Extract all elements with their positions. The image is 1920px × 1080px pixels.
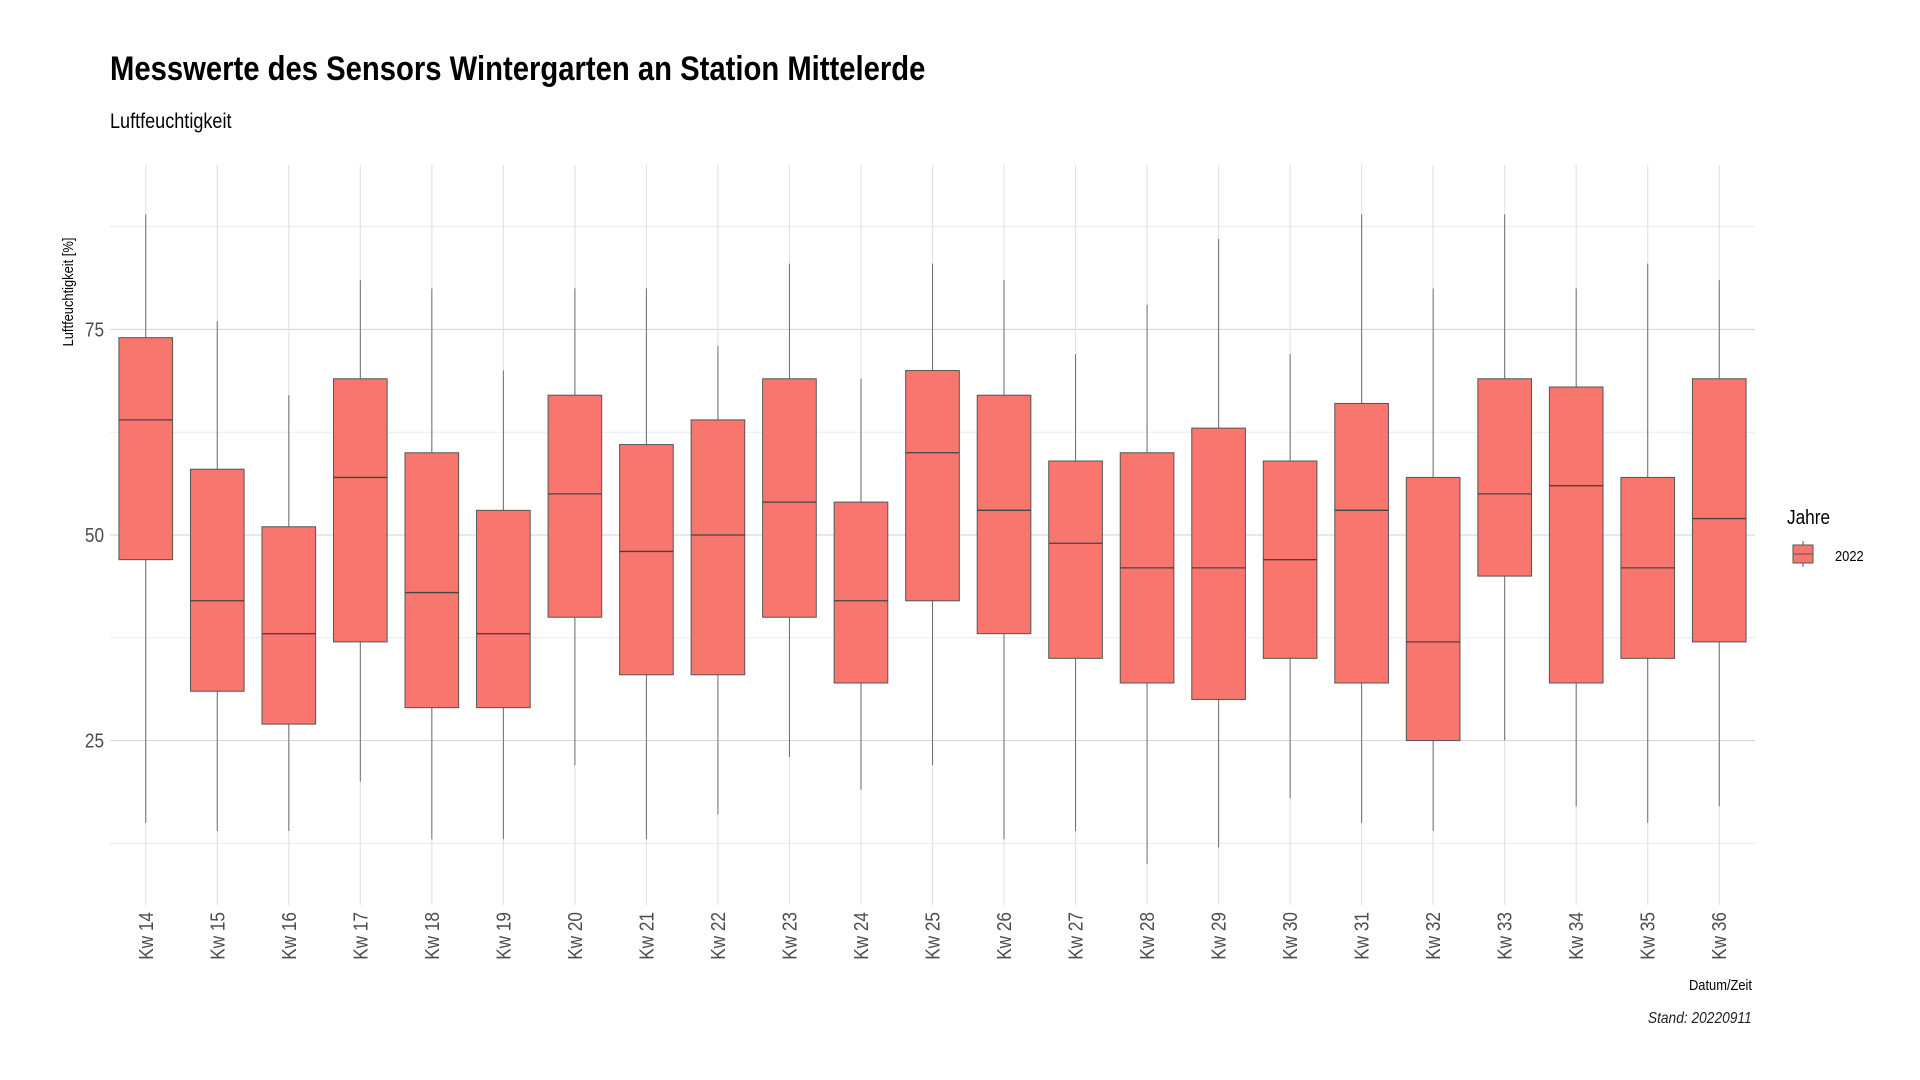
- box-kw-30: [1262, 354, 1318, 799]
- x-tick-label: Kw 20: [564, 912, 587, 960]
- x-tick-label: Kw 36: [1708, 912, 1731, 960]
- box-body: [118, 337, 174, 561]
- box-body: [905, 370, 960, 602]
- box-kw-18: [404, 288, 460, 840]
- x-tick-label: Kw 22: [707, 912, 730, 960]
- y-axis-title: Luftfeuchtigkeit [%]: [59, 238, 76, 347]
- box-kw-35: [1620, 263, 1676, 823]
- box-body: [1334, 402, 1389, 684]
- box-kw-23: [762, 263, 817, 757]
- box-body: [333, 378, 388, 643]
- box-kw-22: [690, 345, 746, 815]
- box-body: [1477, 378, 1532, 577]
- box-kw-20: [547, 288, 603, 766]
- legend: Jahre 2022: [1787, 506, 1864, 567]
- legend-title: Jahre: [1787, 506, 1830, 529]
- box-kw-34: [1548, 288, 1604, 807]
- x-tick-label: Kw 26: [993, 912, 1016, 960]
- x-tick-label: Kw 34: [1565, 912, 1588, 960]
- box-kw-19: [476, 370, 531, 840]
- box-body: [261, 526, 317, 725]
- x-tick-label: Kw 23: [778, 912, 801, 960]
- box-body: [547, 394, 603, 618]
- y-tick-label: 75: [85, 318, 104, 341]
- legend-label-2022: 2022: [1835, 547, 1864, 564]
- box-kw-26: [976, 280, 1032, 840]
- box-body: [1048, 460, 1103, 659]
- box-body: [833, 501, 889, 684]
- box-kw-25: [905, 263, 960, 766]
- x-tick-label: Kw 15: [206, 912, 229, 960]
- box-body: [476, 509, 531, 709]
- box-body: [976, 394, 1032, 635]
- x-tick-label: Kw 18: [421, 912, 444, 960]
- box-body: [619, 444, 674, 676]
- box-body: [189, 468, 245, 692]
- x-tick-label: Kw 32: [1422, 912, 1445, 960]
- box-kw-33: [1477, 214, 1532, 741]
- x-tick-label: Kw 28: [1136, 912, 1159, 960]
- box-body: [1191, 427, 1246, 700]
- y-tick-label: 50: [85, 524, 104, 547]
- x-tick-label: Kw 27: [1064, 912, 1087, 960]
- x-tick-label: Kw 29: [1207, 912, 1230, 960]
- x-tick-label: Kw 31: [1350, 912, 1373, 960]
- box-kw-16: [261, 395, 317, 831]
- box-kw-28: [1119, 304, 1175, 864]
- x-tick-label: Kw 25: [921, 912, 944, 960]
- x-tick-label: Kw 21: [635, 912, 658, 960]
- box-kw-15: [189, 321, 245, 831]
- boxplot-series-2022: [118, 214, 1747, 864]
- x-axis-title: Datum/Zeit: [1689, 976, 1752, 993]
- box-kw-14: [118, 214, 174, 823]
- x-tick-label: Kw 19: [492, 912, 515, 960]
- box-kw-24: [833, 378, 889, 790]
- x-tick-label: Kw 35: [1636, 912, 1659, 960]
- box-body: [1548, 386, 1604, 684]
- box-kw-17: [333, 280, 388, 782]
- box-body: [404, 452, 460, 709]
- box-body: [1691, 378, 1747, 643]
- chart-caption: Stand: 20220911: [1648, 1010, 1752, 1027]
- x-tick-label: Kw 17: [349, 912, 372, 960]
- x-tick-label: Kw 33: [1493, 912, 1516, 960]
- box-kw-32: [1405, 288, 1461, 831]
- x-axis: Kw 14 Kw 15 Kw 16 Kw 17 Kw 18 Kw 19 Kw 20 Kw 21…: [135, 912, 1731, 960]
- x-tick-label: Kw 30: [1279, 912, 1302, 960]
- x-tick-label: Kw 16: [278, 912, 301, 960]
- y-axis: 25 50 75: [85, 318, 104, 752]
- x-tick-label: Kw 14: [135, 912, 158, 960]
- y-tick-label: 25: [85, 729, 104, 752]
- box-body: [690, 419, 746, 676]
- box-kw-36: [1691, 280, 1747, 807]
- box-kw-21: [619, 288, 674, 840]
- x-tick-label: Kw 24: [850, 912, 873, 960]
- box-body: [762, 378, 817, 618]
- chart-subtitle: Luftfeuchtigkeit: [110, 110, 232, 133]
- box-kw-27: [1048, 354, 1103, 831]
- chart-title: Messwerte des Sensors Wintergarten an St…: [110, 50, 926, 88]
- box-kw-29: [1191, 239, 1246, 848]
- box-body: [1405, 476, 1461, 742]
- box-kw-31: [1334, 214, 1389, 823]
